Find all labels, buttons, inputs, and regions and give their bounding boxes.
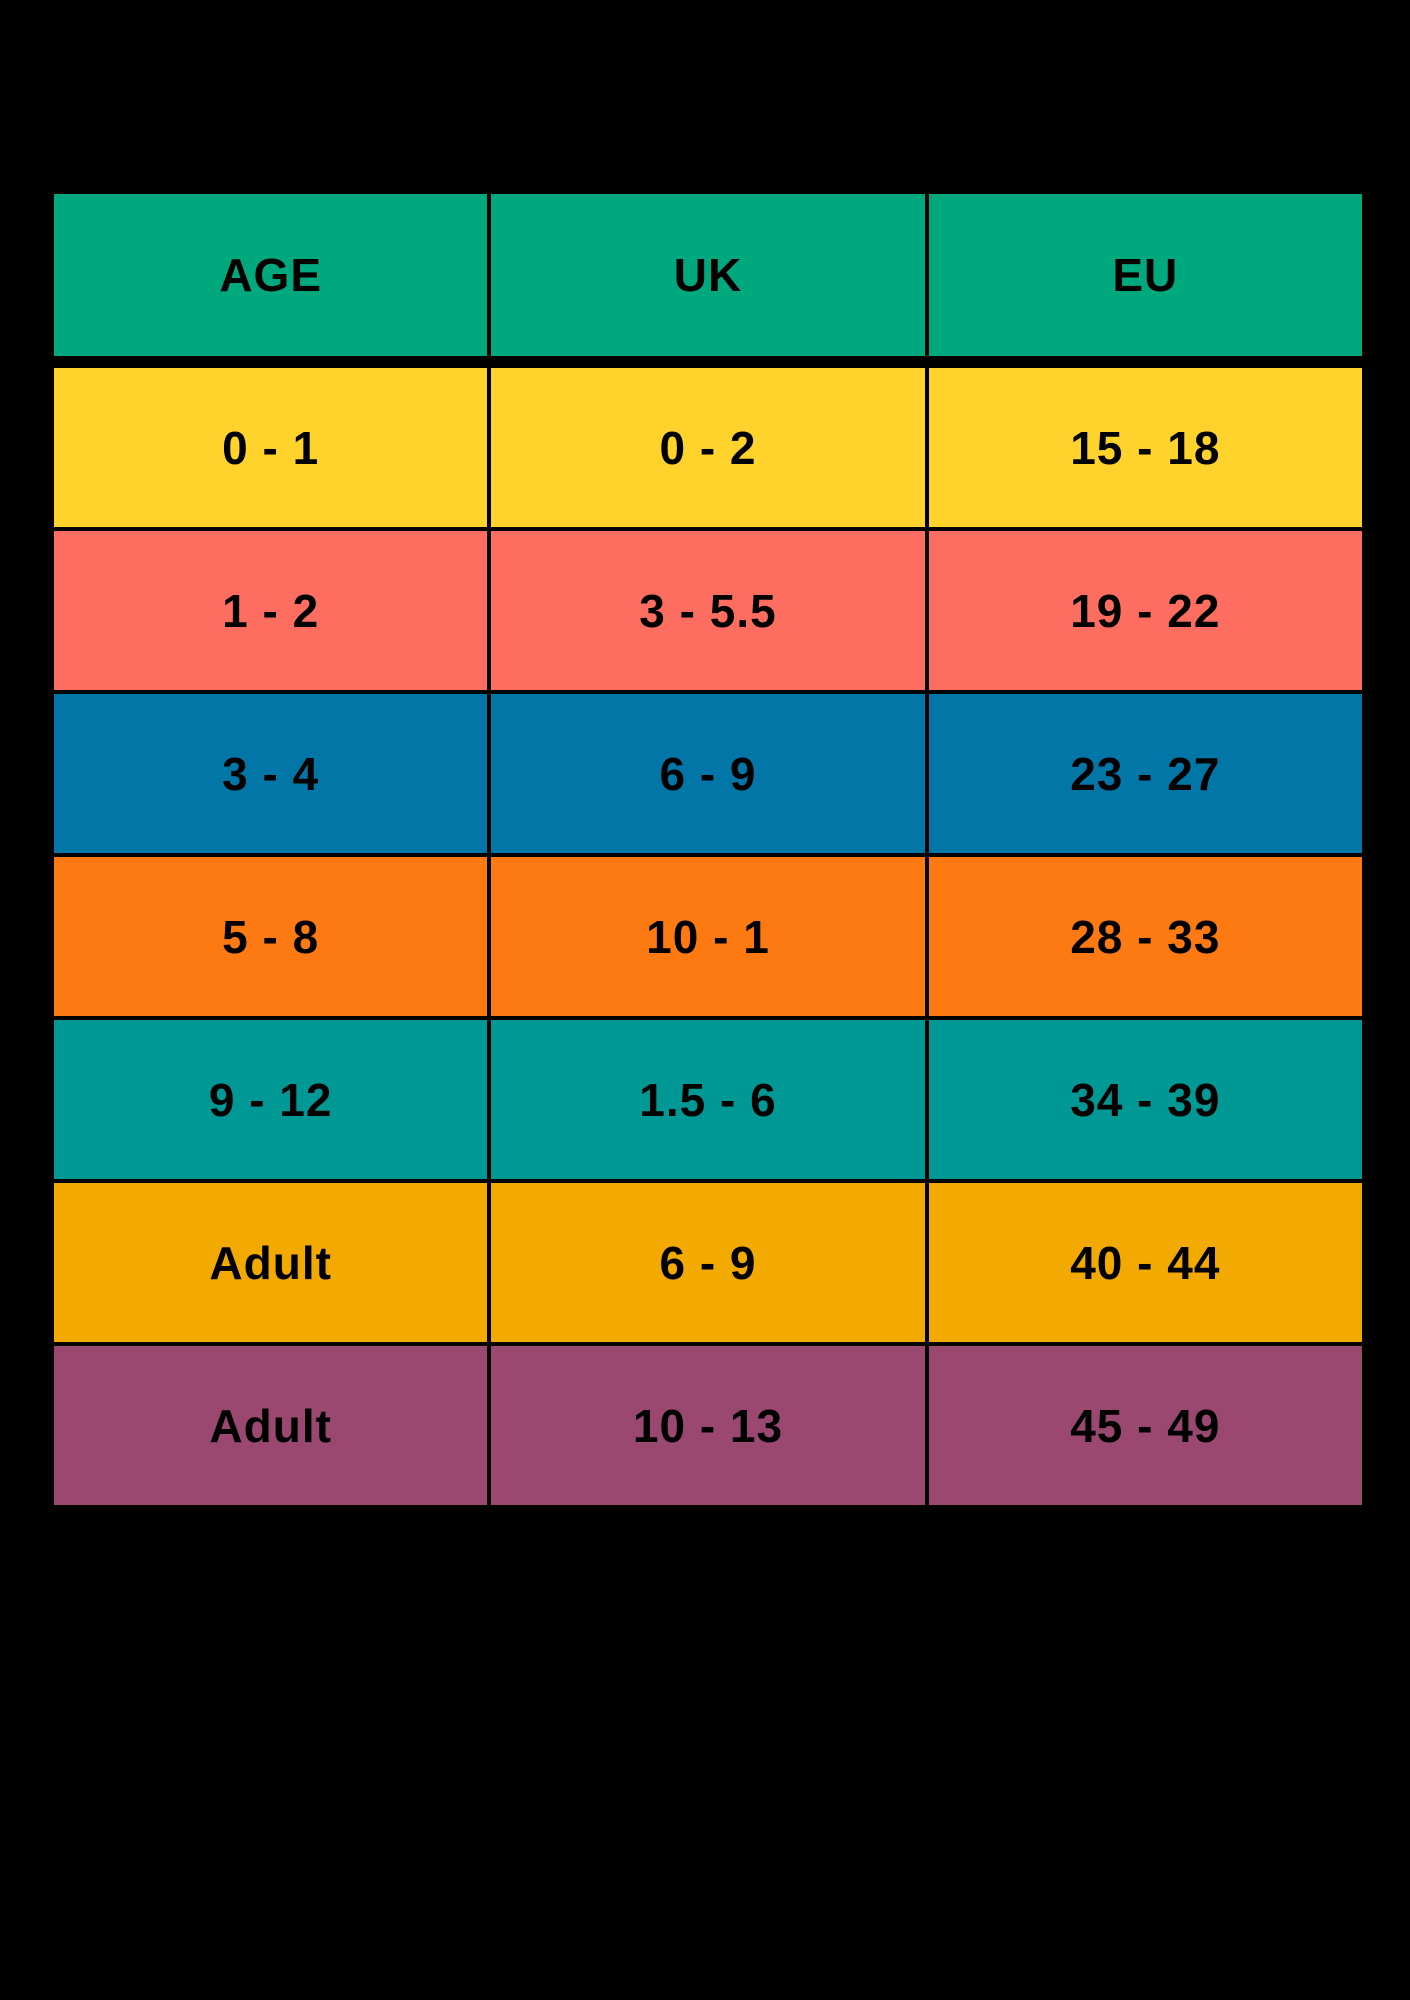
column-header-age: AGE bbox=[54, 194, 488, 356]
table-cell: 10 - 13 bbox=[491, 1346, 925, 1505]
table-cell: 9 - 12 bbox=[54, 1020, 488, 1179]
table-row: 5 - 8 10 - 1 28 - 33 bbox=[54, 857, 1362, 1016]
table-cell: 10 - 1 bbox=[491, 857, 925, 1016]
table-cell: 0 - 1 bbox=[54, 368, 488, 527]
table-cell: 23 - 27 bbox=[928, 694, 1362, 853]
table-cell: 0 - 2 bbox=[491, 368, 925, 527]
table-cell: 40 - 44 bbox=[928, 1183, 1362, 1342]
table-cell: 3 - 4 bbox=[54, 694, 488, 853]
table-cell: 34 - 39 bbox=[928, 1020, 1362, 1179]
table-cell: 19 - 22 bbox=[928, 531, 1362, 690]
table-row: Adult 10 - 13 45 - 49 bbox=[54, 1346, 1362, 1505]
table-cell: 28 - 33 bbox=[928, 857, 1362, 1016]
table-cell: 45 - 49 bbox=[928, 1346, 1362, 1505]
table-cell: Adult bbox=[54, 1346, 488, 1505]
table-row: Adult 6 - 9 40 - 44 bbox=[54, 1183, 1362, 1342]
table-cell: 1 - 2 bbox=[54, 531, 488, 690]
table-cell: 3 - 5.5 bbox=[491, 531, 925, 690]
table-cell: 6 - 9 bbox=[491, 694, 925, 853]
table-cell: Adult bbox=[54, 1183, 488, 1342]
table-cell: 1.5 - 6 bbox=[491, 1020, 925, 1179]
table-cell: 5 - 8 bbox=[54, 857, 488, 1016]
table-row: 9 - 12 1.5 - 6 34 - 39 bbox=[54, 1020, 1362, 1179]
table-cell: 6 - 9 bbox=[491, 1183, 925, 1342]
column-header-eu: EU bbox=[928, 194, 1362, 356]
table-header-row: AGE UK EU bbox=[54, 194, 1362, 356]
column-header-uk: UK bbox=[491, 194, 925, 356]
table-cell: 15 - 18 bbox=[928, 368, 1362, 527]
